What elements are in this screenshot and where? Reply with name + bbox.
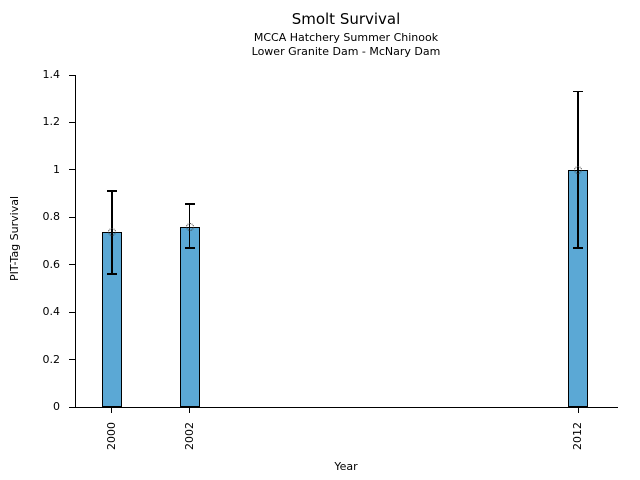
chart-subtitle-line2: Lower Granite Dam - McNary Dam	[251, 45, 441, 58]
x-tick-label: 2002	[182, 422, 196, 450]
error-bar-cap-top	[184, 203, 195, 205]
y-tick	[69, 359, 75, 361]
y-tick	[69, 216, 75, 218]
y-tick	[69, 406, 75, 408]
y-tick-label: 0.6	[42, 257, 61, 271]
y-tick-label: 1.4	[42, 68, 61, 81]
error-bar-cap-bottom	[184, 247, 195, 249]
x-axis-label: Year	[334, 460, 358, 473]
y-tick-label: 0.2	[42, 352, 61, 366]
error-bar-cap-top	[573, 90, 584, 93]
error-bar-cap-bottom	[106, 273, 117, 275]
y-tick-label: 0.4	[42, 305, 61, 319]
y-tick-label: 1.2	[42, 115, 61, 129]
bar	[179, 226, 200, 407]
y-tick	[69, 311, 75, 313]
x-tick	[189, 408, 191, 413]
data-point-marker	[574, 165, 583, 174]
data-point-marker	[107, 227, 116, 236]
y-tick	[69, 121, 75, 123]
chart-title: Smolt Survival	[291, 10, 401, 28]
chart-subtitle-line1: MCCA Hatchery Summer Chinook	[253, 31, 439, 44]
y-tick-label: 0.8	[42, 210, 61, 224]
error-bar-cap-bottom	[573, 247, 584, 249]
x-tick-label: 2000	[104, 422, 118, 450]
y-tick-label: 0	[53, 400, 60, 413]
y-tick	[69, 264, 75, 266]
y-tick	[69, 74, 75, 76]
data-point-marker	[185, 222, 194, 231]
x-axis-spine	[75, 407, 618, 408]
x-tick	[111, 408, 113, 413]
y-axis-spine	[75, 75, 76, 408]
x-tick	[577, 408, 579, 413]
y-tick-label: 1	[53, 162, 60, 176]
error-bar-cap-top	[106, 190, 117, 192]
y-tick	[69, 169, 75, 171]
x-tick-label: 2012	[571, 422, 585, 450]
